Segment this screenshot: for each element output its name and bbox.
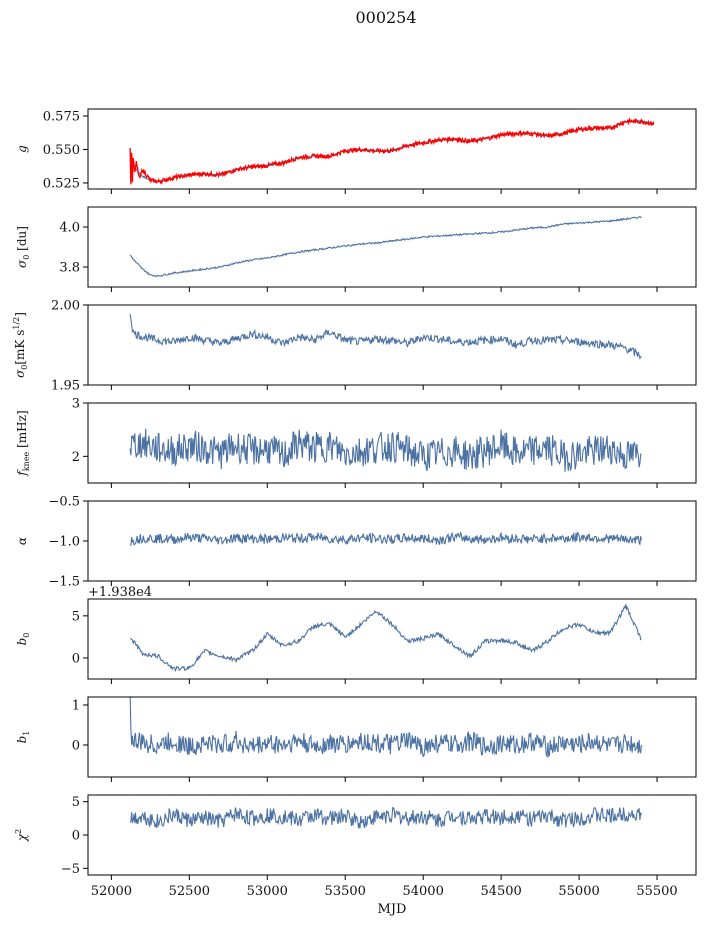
y-axis-label: σ0[mK s1/2] (12, 312, 29, 378)
plot-area (88, 207, 696, 287)
y-offset-text: +1.938e4 (88, 585, 152, 600)
x-tick-label: 54500 (480, 884, 521, 899)
series-line (129, 697, 642, 759)
y-tick-label: 4.0 (59, 221, 80, 236)
x-axis-label: MJD (378, 902, 407, 917)
panel-1: 0.525 0.550 0.575 g (15, 108, 697, 194)
series-line (129, 428, 642, 472)
y-tick-label: 0.550 (43, 143, 80, 158)
panels: 0.525 0.550 0.575 g 3.8 4.0 σ0 [du] 1.95 2.00 σ0[… (12, 108, 697, 917)
y-tick-label: −1.5 (48, 575, 80, 590)
panel-5: −1.5 −1.0 −0.5 α (15, 495, 697, 590)
y-tick-label: 0 (72, 651, 80, 666)
axes-frame (87, 402, 697, 484)
y-tick-label: 0 (72, 739, 80, 754)
x-tick-label: 53000 (247, 884, 288, 899)
series-line (129, 216, 642, 278)
y-tick-label: −0.5 (48, 495, 80, 510)
plot-area (88, 795, 696, 875)
axes-frame (87, 696, 697, 778)
series-line (129, 604, 642, 673)
panel-2: 3.8 4.0 σ0 [du] (15, 206, 697, 292)
panel-4: 2 3 fknee [mHz] (15, 397, 697, 488)
y-axis-label: b1 (15, 731, 31, 744)
series-line-overlay (129, 117, 655, 186)
x-tick-label: 55500 (636, 884, 677, 899)
y-tick-label: 1 (72, 699, 80, 714)
y-tick-label: −1.0 (48, 535, 80, 550)
panel-7: 0 1 b1 (15, 696, 697, 782)
y-tick-label: 3.8 (59, 261, 80, 276)
y-axis-label: α (15, 537, 29, 545)
x-tick-label: 55000 (558, 884, 599, 899)
plot-area (88, 697, 696, 777)
x-tick-label: 54000 (402, 884, 443, 899)
y-axis-label: σ0 [du] (15, 226, 31, 268)
y-tick-label: 1.95 (51, 379, 80, 394)
figure-title: 000254 (355, 8, 416, 27)
y-tick-label: 0 (72, 829, 80, 844)
y-tick-label: 3 (72, 397, 80, 412)
panel-6: 0 5 +1.938e4 b0 (15, 585, 697, 684)
series-line (129, 806, 642, 829)
y-tick-label: 0.525 (43, 176, 80, 191)
panel-3: 1.95 2.00 σ0[mK s1/2] (12, 299, 697, 394)
y-axis-label: χ2 (14, 829, 29, 842)
x-tick-label: 52000 (91, 884, 132, 899)
plot-area (88, 599, 696, 679)
y-tick-label: 5 (72, 609, 80, 624)
y-tick-label: 2.00 (51, 299, 80, 314)
series-line (129, 314, 642, 360)
series-line (129, 531, 642, 546)
y-tick-label: −5 (61, 862, 80, 877)
axes-frame (87, 206, 697, 288)
axes-frame (87, 304, 697, 386)
axes-frame (87, 598, 697, 680)
x-tick-label: 52500 (169, 884, 210, 899)
plot-area (88, 305, 696, 385)
panel-8: −5 0 5 52000 52500 53000 53500 54000 54500 55000 5… (14, 794, 697, 917)
y-tick-label: 0.575 (43, 109, 80, 124)
y-axis-label: g (15, 145, 29, 153)
y-axis-label: fknee [mHz] (15, 410, 31, 476)
y-tick-label: 5 (72, 795, 80, 810)
y-tick-label: 2 (72, 450, 80, 465)
x-tick-label: 53500 (325, 884, 366, 899)
y-axis-label: b0 (15, 633, 31, 646)
